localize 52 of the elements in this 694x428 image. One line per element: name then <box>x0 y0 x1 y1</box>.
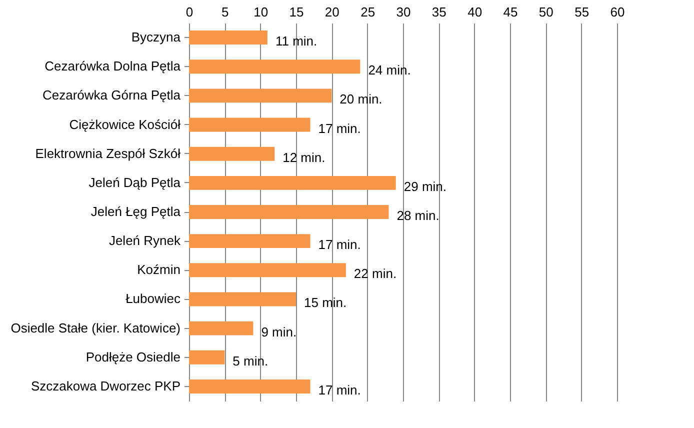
y-tick-label: Jeleń Dąb Pętla <box>88 174 182 190</box>
y-tick-label: Ciężkowice Kościół <box>69 116 181 132</box>
x-tick-label: 55 <box>574 4 590 20</box>
data-label: 12 min. <box>282 150 326 165</box>
data-label: 17 min. <box>318 120 361 136</box>
bar <box>189 379 310 394</box>
x-tick-label: 20 <box>324 4 340 20</box>
data-label: 17 min. <box>318 382 361 398</box>
bar <box>189 118 310 132</box>
bar <box>189 30 268 45</box>
data-label: 9 min. <box>261 324 297 340</box>
x-tick-label: 45 <box>503 4 518 20</box>
y-tick-label: Byczyna <box>131 30 182 45</box>
x-tick-label: 15 <box>289 4 304 20</box>
bar <box>189 292 296 306</box>
bar <box>189 205 389 219</box>
data-label: 17 min. <box>318 237 361 252</box>
bar <box>189 350 225 364</box>
y-tick-label: Jeleń Łęg Pętla <box>90 204 182 219</box>
x-tick-label: 60 <box>610 4 625 20</box>
data-label: 15 min. <box>304 295 347 310</box>
bar <box>189 234 310 248</box>
bar <box>189 146 275 161</box>
bar <box>189 60 360 74</box>
bar <box>189 176 396 190</box>
x-tick-label: 35 <box>432 4 446 20</box>
bar <box>189 321 254 336</box>
x-tick-label: 0 <box>186 4 194 20</box>
y-tick-label: Łubowiec <box>126 291 181 306</box>
x-tick-label: 5 <box>222 4 229 20</box>
x-tick-label: 50 <box>538 4 554 20</box>
y-tick-label: Cezarówka Górna Pętla <box>42 88 182 103</box>
y-tick-label: Jeleń Rynek <box>108 233 181 248</box>
data-label: 11 min. <box>275 34 318 49</box>
data-label: 24 min. <box>368 62 411 78</box>
data-label: 5 min. <box>232 353 268 368</box>
y-tick-label: Koźmin <box>137 262 180 278</box>
bar <box>189 263 346 278</box>
x-tick-label: 10 <box>254 4 268 20</box>
data-label: 28 min. <box>396 208 440 223</box>
x-tick-label: 25 <box>360 4 376 20</box>
data-label: 29 min. <box>404 178 447 194</box>
bar <box>189 88 332 103</box>
x-tick-label: 30 <box>396 4 411 20</box>
y-tick-label: Osiedle Stałe (kier. Katowice) <box>10 320 180 336</box>
data-label: 22 min. <box>354 266 397 282</box>
y-tick-label: Cezarówka Dolna Pętla <box>44 58 182 74</box>
x-tick-label: 40 <box>468 4 482 20</box>
y-tick-label: Podłęże Osiedle <box>86 349 180 364</box>
y-tick-label: Szczakowa Dworzec PKP <box>30 378 180 394</box>
y-tick-label: Elektrownia Zespół Szkół <box>35 146 181 161</box>
data-label: 20 min. <box>340 92 382 107</box>
